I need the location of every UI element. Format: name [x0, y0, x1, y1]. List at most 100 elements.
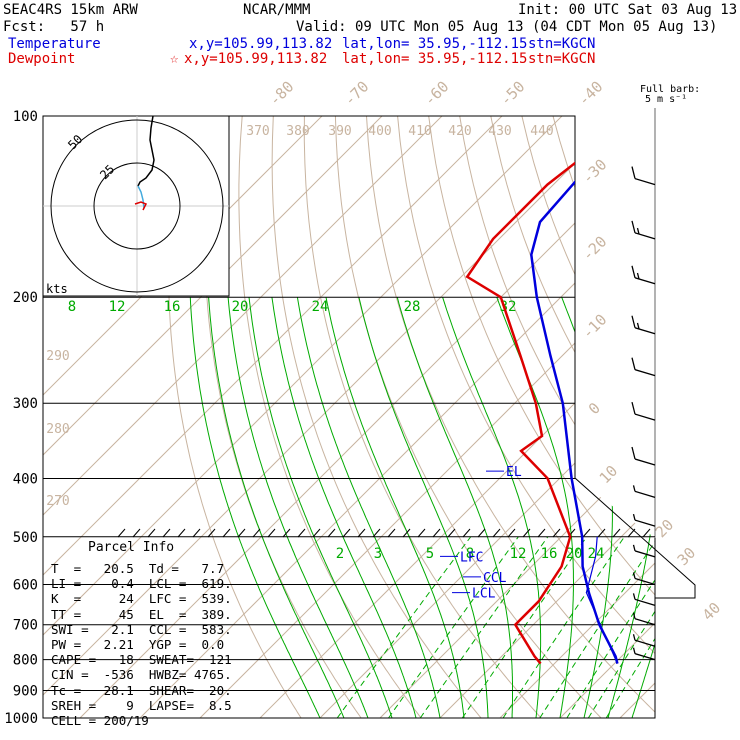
hatch-mark — [297, 528, 306, 538]
dry-adiabat-line — [645, 116, 655, 718]
theta-tick-label: 410 — [408, 124, 431, 139]
wind-barb — [634, 458, 656, 466]
hatch-mark — [372, 528, 381, 538]
level-marker-label: CCL — [483, 571, 507, 586]
mixing-ratio-label: 2 — [336, 546, 344, 562]
mixing-ratio-label: 3 — [374, 546, 382, 562]
mixing-ratio-line — [336, 536, 472, 718]
isotherm-tick-label: -40 — [575, 78, 607, 110]
mixing-ratio-line — [388, 536, 519, 718]
parcel-info-row: K = 24 LFC = 539. — [51, 591, 232, 607]
title-center: NCAR/MMM — [243, 2, 311, 18]
wind-barb-flag — [631, 315, 636, 328]
wind-barb — [634, 639, 656, 647]
parcel-info-row: CELL = 200/19 — [51, 713, 149, 729]
hatch-mark — [492, 528, 501, 538]
hatch-mark — [222, 528, 231, 538]
level-marker-label: LCL — [472, 587, 496, 602]
isotherm-line — [559, 116, 655, 718]
moist-adiabat-line — [227, 297, 369, 718]
dry-adiabat-line — [490, 116, 655, 718]
hatch-mark — [417, 528, 426, 538]
moist-adiabat-label: 16 — [164, 299, 181, 315]
wind-barb-flag — [631, 446, 636, 460]
hatch-mark — [612, 528, 621, 538]
moist-adiabat-line — [396, 297, 513, 718]
dry-adiabat-line — [303, 116, 542, 718]
level-marker-label: EL — [506, 465, 522, 480]
moist-adiabat-line — [496, 297, 574, 718]
hatch-mark — [312, 528, 321, 538]
parcel-info-row: PW = 2.21 YGP = 0.0 — [51, 637, 225, 653]
hatch-mark — [177, 528, 186, 538]
hatch-mark — [237, 528, 246, 538]
wind-barb-flag — [631, 265, 636, 278]
theta-tick-label: 290 — [46, 349, 69, 364]
hatch-mark — [477, 528, 486, 538]
wind-barb-flag — [631, 357, 636, 370]
isotherm-tick-label: 10 — [596, 462, 622, 488]
hodograph-trace-upper — [137, 115, 155, 187]
dry-adiabat-line — [238, 116, 422, 718]
dewpoint-latlon: lat,lon= 35.95,-112.15 — [342, 51, 528, 67]
mixing-ratio-line — [461, 536, 588, 718]
wind-barb-half — [632, 513, 636, 521]
dry-adiabat-line — [459, 116, 655, 718]
isotherm-tick-label: -10 — [579, 311, 611, 343]
title-left: SEAC4RS 15km ARW — [3, 2, 138, 18]
init-time: Init: 00 UTC Sat 03 Aug 13 — [518, 2, 738, 18]
hatch-mark — [147, 528, 156, 538]
dry-adiabat-line — [271, 116, 482, 718]
isotherm-tick-label: -70 — [341, 78, 373, 110]
dewpoint-profile — [465, 116, 635, 665]
mixing-ratio-label: 12 — [510, 546, 527, 562]
hatch-mark — [432, 528, 441, 538]
temperature-station: stn=KGCN — [528, 36, 596, 52]
theta-tick-label: 270 — [46, 494, 69, 509]
hatch-mark — [132, 528, 141, 538]
pressure-tick-label: 900 — [13, 683, 38, 699]
hodograph-ring-25 — [93, 162, 181, 250]
isotherm-line — [43, 116, 383, 718]
wind-barb — [634, 277, 656, 285]
dewpoint-xy: x,y=105.99,113.82 — [184, 51, 328, 67]
hodograph-units-label: kts — [46, 282, 68, 296]
hatch-mark — [162, 528, 171, 538]
isotherm-line — [680, 116, 740, 718]
dewpoint-station: stn=KGCN — [528, 51, 596, 67]
temperature-xy: x,y=105.99,113.82 — [189, 36, 333, 52]
valid-time: Valid: 09 UTC Mon 05 Aug 13 (04 CDT Mon … — [296, 19, 718, 35]
moist-adiabat-label: 24 — [312, 299, 329, 315]
wind-barb — [634, 653, 656, 661]
pressure-tick-label: 700 — [13, 618, 38, 634]
pressure-tick-label: 100 — [13, 109, 38, 125]
wind-barb-half — [632, 485, 636, 492]
isotherm-tick-label: -50 — [497, 78, 529, 110]
isotherm-line — [43, 116, 563, 718]
isotherm-line — [43, 116, 443, 718]
isotherm-line — [199, 116, 655, 718]
dry-adiabat-line — [428, 116, 655, 718]
mixing-ratio-line — [502, 536, 625, 718]
barb-legend-title: Full barb: — [640, 84, 701, 95]
mixing-ratio-label: 8 — [466, 546, 474, 562]
wind-barb — [634, 327, 656, 335]
wind-barb-half — [636, 322, 640, 330]
wind-barb-half — [632, 593, 636, 600]
isotherm-tick-label: 30 — [674, 544, 700, 570]
wind-barb-flag — [631, 166, 636, 179]
pressure-tick-label: 600 — [13, 577, 38, 593]
theta-tick-label: 380 — [286, 124, 309, 139]
dewpoint-label: Dewpoint — [8, 51, 76, 67]
mixing-ratio-label: 20 — [566, 546, 583, 562]
wind-barb — [634, 550, 656, 558]
pressure-tick-label: 1000 — [4, 711, 38, 727]
parcel-info-title: Parcel Info — [88, 540, 175, 555]
parcel-info-row: SWI = 2.1 CCL = 583. — [51, 621, 232, 637]
isotherm-tick-label: 0 — [585, 399, 604, 418]
wind-barb — [634, 598, 656, 606]
moist-adiabat-label: 28 — [404, 299, 421, 315]
moist-adiabat-line — [656, 297, 740, 718]
hatch-mark — [447, 528, 456, 538]
